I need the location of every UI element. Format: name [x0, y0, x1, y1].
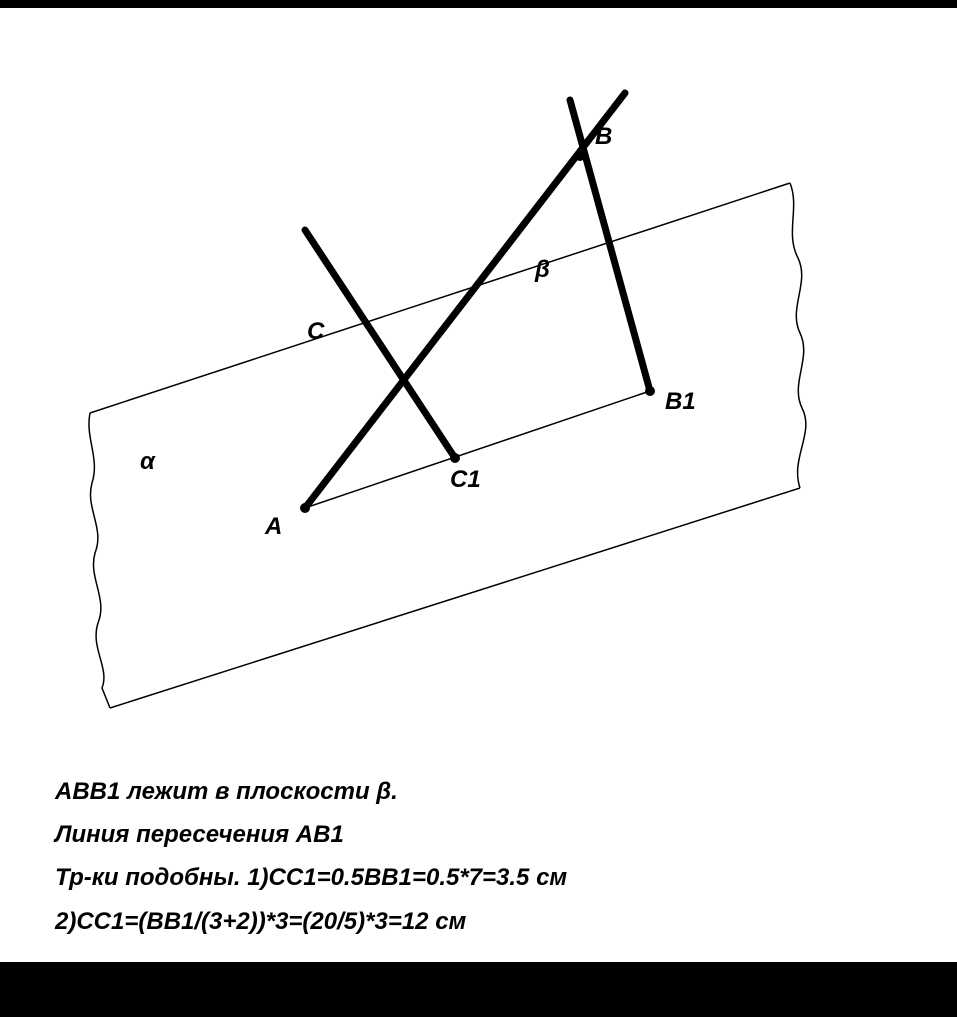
solution-text-block: ABB1 лежит в плоскости β. Линия пересече… — [55, 770, 902, 943]
top-black-band — [0, 0, 957, 8]
text-line-2: Линия пересечения AB1 — [55, 813, 902, 856]
geometry-diagram: A B C C1 B1 α β — [0, 8, 957, 728]
label-A: A — [265, 513, 282, 541]
diagram-svg — [0, 8, 957, 728]
text-line-1: ABB1 лежит в плоскости β. — [55, 770, 902, 813]
plane-top-edge — [90, 183, 790, 413]
plane-left-wavy-edge — [89, 413, 110, 708]
label-B1: B1 — [665, 388, 696, 416]
point-C1-dot — [450, 453, 460, 463]
label-B: B — [595, 123, 612, 151]
label-beta: β — [535, 256, 550, 284]
label-alpha: α — [140, 448, 155, 476]
label-C: C — [307, 318, 324, 346]
label-C1: C1 — [450, 466, 481, 494]
text-line-4: 2)CC1=(BB1/(3+2))*3=(20/5)*3=12 см — [55, 900, 902, 943]
plane-right-wavy-edge — [790, 183, 806, 488]
point-B1-dot — [645, 386, 655, 396]
text-line-3: Тр-ки подобны. 1)CC1=0.5BB1=0.5*7=3.5 см — [55, 856, 902, 899]
point-A-dot — [300, 503, 310, 513]
point-B-dot — [575, 151, 585, 161]
plane-bottom-edge — [110, 488, 800, 708]
bottom-black-band — [0, 962, 957, 1017]
